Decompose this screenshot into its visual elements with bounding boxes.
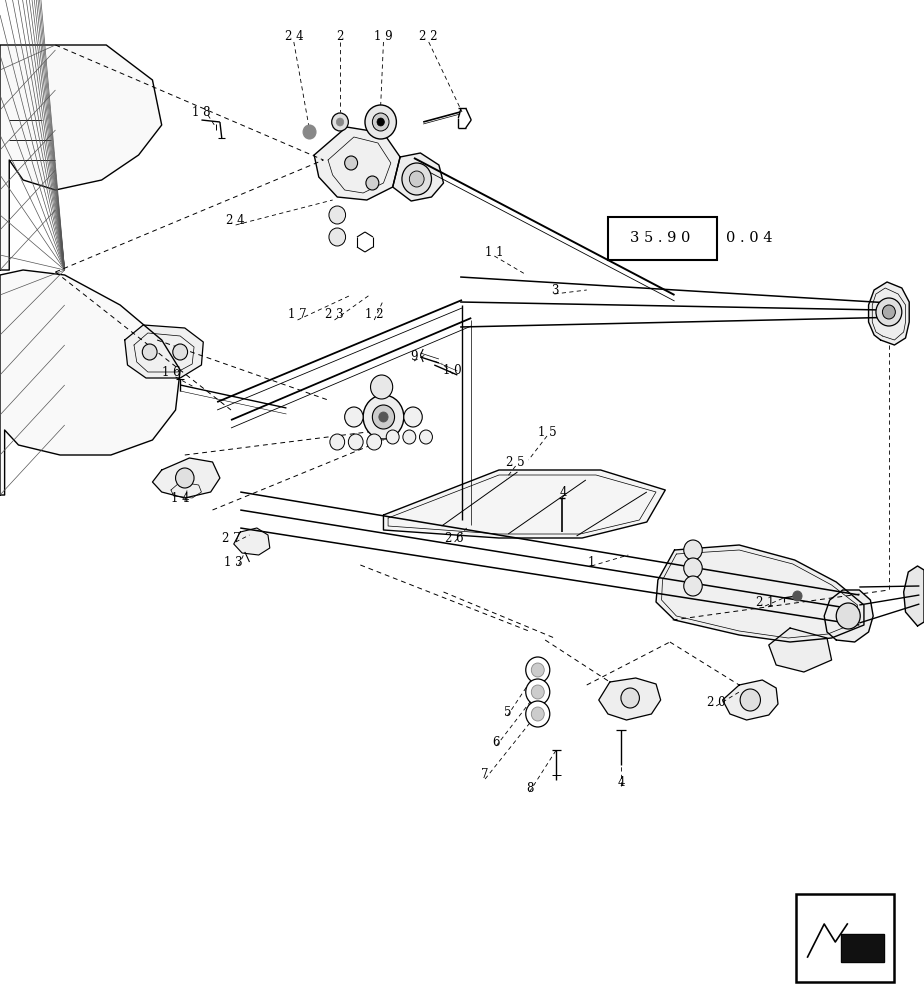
Text: 1 3: 1 3 bbox=[225, 556, 243, 568]
Circle shape bbox=[176, 468, 194, 488]
Text: 2 0: 2 0 bbox=[707, 696, 725, 708]
Polygon shape bbox=[769, 628, 832, 672]
Text: 1 2: 1 2 bbox=[365, 308, 383, 322]
Circle shape bbox=[531, 707, 544, 721]
Circle shape bbox=[365, 105, 396, 139]
Circle shape bbox=[740, 689, 760, 711]
Polygon shape bbox=[841, 934, 884, 962]
Circle shape bbox=[409, 171, 424, 187]
Circle shape bbox=[367, 434, 382, 450]
Circle shape bbox=[621, 688, 639, 708]
Circle shape bbox=[379, 412, 388, 422]
Text: 1 8: 1 8 bbox=[192, 106, 211, 119]
Polygon shape bbox=[125, 325, 203, 378]
Text: 2: 2 bbox=[336, 30, 344, 43]
Polygon shape bbox=[314, 127, 400, 200]
Polygon shape bbox=[656, 545, 864, 642]
Text: 7: 7 bbox=[481, 768, 489, 782]
Text: 2 2: 2 2 bbox=[419, 30, 438, 43]
Circle shape bbox=[329, 206, 346, 224]
Circle shape bbox=[372, 113, 389, 131]
Circle shape bbox=[419, 430, 432, 444]
Text: 1 1: 1 1 bbox=[485, 245, 504, 258]
Text: 1 9: 1 9 bbox=[374, 30, 393, 43]
Circle shape bbox=[329, 228, 346, 246]
Circle shape bbox=[371, 375, 393, 399]
Text: 2 5: 2 5 bbox=[506, 456, 525, 468]
Circle shape bbox=[402, 163, 432, 195]
Circle shape bbox=[684, 576, 702, 596]
Circle shape bbox=[173, 344, 188, 360]
Bar bbox=[608, 217, 717, 260]
Circle shape bbox=[404, 407, 422, 427]
Circle shape bbox=[332, 113, 348, 131]
Text: 1 4: 1 4 bbox=[171, 491, 189, 504]
Circle shape bbox=[386, 430, 399, 444]
Bar bbox=[796, 894, 894, 982]
Text: 2 7: 2 7 bbox=[222, 532, 240, 544]
Text: 1: 1 bbox=[588, 556, 595, 568]
Circle shape bbox=[684, 540, 702, 560]
Circle shape bbox=[531, 663, 544, 677]
Polygon shape bbox=[824, 590, 873, 642]
Circle shape bbox=[882, 305, 895, 319]
Text: 2 3: 2 3 bbox=[325, 308, 344, 322]
Polygon shape bbox=[723, 680, 778, 720]
Text: 1 0: 1 0 bbox=[444, 363, 462, 376]
Circle shape bbox=[377, 118, 384, 126]
Circle shape bbox=[526, 657, 550, 683]
Circle shape bbox=[403, 430, 416, 444]
Circle shape bbox=[345, 156, 358, 170]
Text: 3 5 . 9 0: 3 5 . 9 0 bbox=[630, 232, 690, 245]
Text: 3: 3 bbox=[551, 284, 558, 296]
Polygon shape bbox=[599, 678, 661, 720]
Circle shape bbox=[531, 685, 544, 699]
Polygon shape bbox=[383, 470, 665, 538]
Text: 9: 9 bbox=[410, 351, 418, 363]
Polygon shape bbox=[393, 153, 444, 201]
Polygon shape bbox=[869, 282, 909, 345]
Circle shape bbox=[684, 558, 702, 578]
Polygon shape bbox=[234, 528, 270, 555]
Circle shape bbox=[876, 298, 902, 326]
Circle shape bbox=[345, 407, 363, 427]
Circle shape bbox=[303, 125, 316, 139]
Circle shape bbox=[372, 405, 395, 429]
Circle shape bbox=[348, 434, 363, 450]
Circle shape bbox=[330, 434, 345, 450]
Circle shape bbox=[366, 176, 379, 190]
Text: 2 6: 2 6 bbox=[445, 532, 464, 544]
Text: 1 7: 1 7 bbox=[288, 308, 307, 322]
Circle shape bbox=[363, 395, 404, 439]
Text: 6: 6 bbox=[492, 736, 500, 748]
Text: 1 5: 1 5 bbox=[538, 426, 556, 438]
Text: 2 1: 2 1 bbox=[756, 595, 774, 608]
Circle shape bbox=[793, 591, 802, 601]
Text: 8: 8 bbox=[526, 782, 533, 794]
Circle shape bbox=[526, 701, 550, 727]
Circle shape bbox=[526, 679, 550, 705]
Polygon shape bbox=[904, 566, 924, 626]
Text: 5: 5 bbox=[504, 706, 511, 718]
Text: 1 6: 1 6 bbox=[162, 366, 180, 379]
Polygon shape bbox=[0, 270, 180, 495]
Circle shape bbox=[336, 118, 344, 126]
Polygon shape bbox=[0, 45, 162, 270]
Polygon shape bbox=[152, 458, 220, 498]
Circle shape bbox=[836, 603, 860, 629]
Text: 4: 4 bbox=[560, 486, 567, 498]
Text: 2 4: 2 4 bbox=[285, 30, 303, 43]
Text: 0 . 0 4: 0 . 0 4 bbox=[726, 232, 772, 245]
Circle shape bbox=[142, 344, 157, 360]
Text: 2 4: 2 4 bbox=[226, 214, 245, 227]
Text: 4: 4 bbox=[617, 776, 625, 788]
